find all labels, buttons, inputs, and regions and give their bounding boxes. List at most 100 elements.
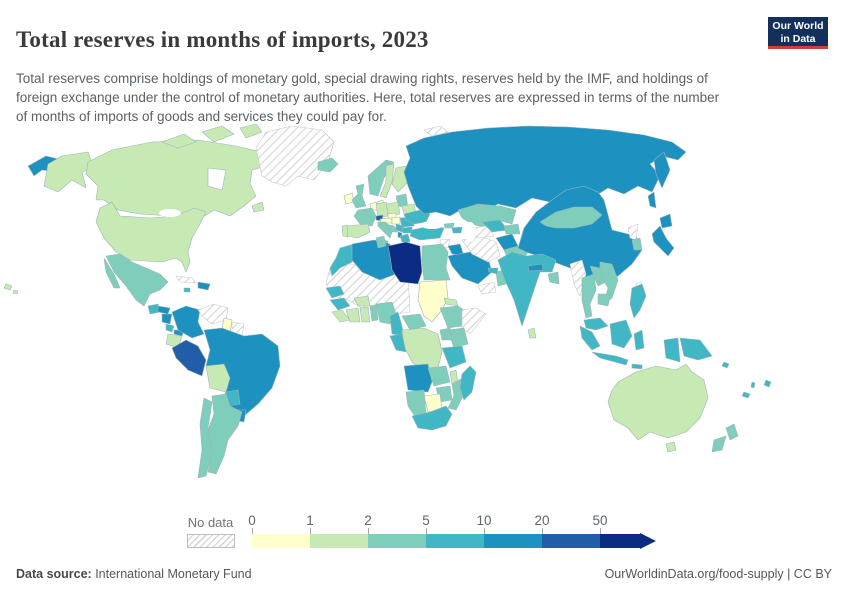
country-cuba[interactable] bbox=[175, 275, 197, 284]
legend-tick-mark bbox=[252, 528, 253, 534]
country-newcaledonia[interactable] bbox=[741, 391, 751, 399]
country-india[interactable] bbox=[497, 251, 557, 327]
country-uae[interactable] bbox=[487, 267, 499, 275]
chart-footer: Data source: International Monetary Fund… bbox=[16, 567, 832, 581]
country-tanzania[interactable] bbox=[441, 345, 467, 369]
country-yemen[interactable] bbox=[477, 281, 497, 295]
country-georgia[interactable] bbox=[443, 222, 455, 229]
country-solomon[interactable] bbox=[721, 361, 730, 369]
country-uk[interactable] bbox=[351, 183, 367, 209]
credit-line[interactable]: OurWorldinData.org/food-supply | CC BY bbox=[604, 567, 832, 581]
country-vanuatu[interactable] bbox=[750, 381, 756, 389]
country-sweden[interactable] bbox=[379, 163, 395, 199]
country-usa[interactable] bbox=[95, 201, 207, 273]
country-gabon[interactable] bbox=[389, 333, 407, 353]
country-kyrgyzstan[interactable] bbox=[503, 223, 521, 235]
owid-logo-line2: in Data bbox=[780, 32, 816, 45]
country-france[interactable] bbox=[353, 207, 377, 227]
country-jamaica[interactable] bbox=[183, 287, 191, 293]
country-fiji[interactable] bbox=[763, 379, 772, 388]
country-hispaniola[interactable] bbox=[197, 281, 211, 291]
country-mexico[interactable] bbox=[105, 253, 169, 307]
country-peru[interactable] bbox=[171, 339, 207, 377]
country-mexico-baja[interactable] bbox=[103, 257, 121, 289]
legend-bin-20-50[interactable] bbox=[542, 534, 600, 548]
country-senegal[interactable] bbox=[325, 285, 345, 299]
legend-bin-2-5[interactable] bbox=[368, 534, 426, 548]
country-papuanewguinea[interactable] bbox=[679, 337, 713, 361]
country-guinea[interactable] bbox=[329, 297, 351, 311]
legend-no-data-swatch[interactable] bbox=[187, 534, 235, 548]
country-philippines[interactable] bbox=[629, 283, 647, 319]
country-bangladesh[interactable] bbox=[547, 271, 560, 285]
country-sudan[interactable] bbox=[417, 279, 449, 323]
country-malaysia[interactable] bbox=[583, 317, 609, 331]
legend-bin-0-1[interactable] bbox=[252, 534, 310, 548]
country-egypt[interactable] bbox=[421, 243, 451, 281]
country-usa-hawaii[interactable] bbox=[3, 283, 19, 295]
legend-bin-10-20[interactable] bbox=[484, 534, 542, 548]
country-canada-newfoundland[interactable] bbox=[251, 201, 265, 213]
country-svalbard[interactable] bbox=[423, 125, 449, 137]
country-cameroon[interactable] bbox=[389, 311, 405, 337]
country-chile[interactable] bbox=[197, 397, 213, 479]
country-greenland[interactable] bbox=[255, 125, 335, 187]
country-uganda[interactable] bbox=[439, 327, 453, 341]
country-portugal[interactable] bbox=[341, 224, 349, 238]
country-australia[interactable] bbox=[607, 363, 709, 453]
legend-bin-1-2[interactable] bbox=[310, 534, 368, 548]
country-canada[interactable] bbox=[85, 139, 267, 221]
country-indonesia[interactable] bbox=[579, 319, 681, 370]
owid-logo[interactable]: Our World in Data bbox=[768, 17, 828, 49]
legend-tick-mark bbox=[426, 528, 427, 534]
page-title: Total reserves in months of imports, 202… bbox=[16, 27, 429, 53]
country-mongolia[interactable] bbox=[539, 206, 603, 229]
country-eritrea[interactable] bbox=[443, 297, 459, 307]
legend-tick-label: 10 bbox=[476, 513, 492, 528]
legend-color-bar bbox=[252, 533, 656, 549]
country-newzealand[interactable] bbox=[711, 423, 739, 453]
country-czechia[interactable] bbox=[387, 212, 397, 219]
country-russia-kamchatka[interactable] bbox=[653, 151, 671, 189]
country-spain[interactable] bbox=[345, 223, 371, 239]
country-ivorycoast[interactable] bbox=[345, 307, 361, 323]
country-angola[interactable] bbox=[403, 363, 433, 393]
legend-bin-50+[interactable] bbox=[600, 534, 640, 548]
country-bulgaria[interactable] bbox=[401, 226, 413, 234]
country-madagascar[interactable] bbox=[459, 365, 477, 401]
country-japan[interactable] bbox=[651, 213, 675, 257]
country-russia-sakhalin[interactable] bbox=[647, 191, 657, 209]
legend-tick-mark bbox=[368, 528, 369, 534]
country-nicaragua[interactable] bbox=[161, 313, 173, 325]
country-canada-arctic[interactable] bbox=[161, 123, 263, 149]
country-thailand[interactable] bbox=[581, 273, 597, 319]
country-afghanistan[interactable] bbox=[495, 233, 519, 251]
legend-tick-label: 1 bbox=[306, 513, 314, 528]
country-bolivia[interactable] bbox=[205, 363, 231, 393]
country-greece[interactable] bbox=[399, 233, 411, 243]
country-kenya[interactable] bbox=[447, 327, 469, 349]
country-ireland[interactable] bbox=[343, 192, 355, 205]
country-cambodia[interactable] bbox=[597, 293, 611, 307]
country-colombia[interactable] bbox=[171, 305, 205, 339]
country-southafrica[interactable] bbox=[411, 405, 453, 431]
country-southkorea[interactable] bbox=[631, 237, 643, 251]
country-azerbaijan[interactable] bbox=[451, 226, 463, 234]
legend-bin-5-10[interactable] bbox=[426, 534, 484, 548]
country-car[interactable] bbox=[401, 313, 427, 331]
legend-tick-label: 2 bbox=[364, 513, 372, 528]
country-iceland[interactable] bbox=[317, 157, 339, 173]
country-ghana[interactable] bbox=[359, 306, 371, 323]
country-russia[interactable] bbox=[403, 125, 687, 217]
country-costarica[interactable] bbox=[165, 323, 175, 333]
country-honduras[interactable] bbox=[157, 305, 171, 315]
country-hungary[interactable] bbox=[391, 216, 401, 225]
country-srilanka[interactable] bbox=[527, 327, 537, 339]
country-nepal[interactable] bbox=[527, 263, 544, 272]
country-tunisia[interactable] bbox=[375, 235, 387, 249]
country-kazakhstan[interactable] bbox=[457, 203, 517, 229]
country-zambia[interactable] bbox=[427, 365, 451, 387]
country-benin[interactable] bbox=[369, 304, 379, 322]
country-somalia[interactable] bbox=[461, 307, 487, 335]
country-libya[interactable] bbox=[387, 241, 423, 285]
